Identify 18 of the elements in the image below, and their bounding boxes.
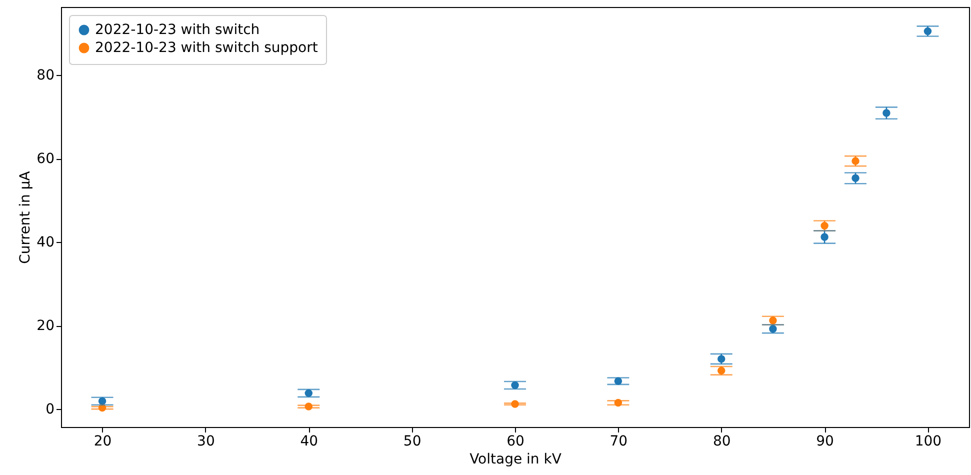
x-tick-label: 20 <box>94 434 112 450</box>
x-axis-title: Voltage in kV <box>470 452 562 468</box>
legend-label: 2022-10-23 with switch <box>95 22 260 38</box>
y-tick-label: 20 <box>36 318 54 334</box>
x-tick-label: 100 <box>914 434 942 450</box>
y-tick-label: 0 <box>46 402 54 418</box>
legend-label: 2022-10-23 with switch support <box>95 40 318 56</box>
y-tick-label: 80 <box>36 68 54 84</box>
x-tick-label: 80 <box>712 434 731 450</box>
y-tick-label: 40 <box>36 234 54 251</box>
x-tick-label: 60 <box>506 434 524 450</box>
x-tick-label: 50 <box>403 434 422 450</box>
x-tick-label: 30 <box>197 434 215 450</box>
x-tick-label: 40 <box>300 434 318 450</box>
y-tick-label: 60 <box>36 151 54 168</box>
x-tick-label: 70 <box>610 434 628 450</box>
y-axis-title: Current in µA <box>18 170 34 264</box>
x-tick-label: 90 <box>816 434 834 450</box>
